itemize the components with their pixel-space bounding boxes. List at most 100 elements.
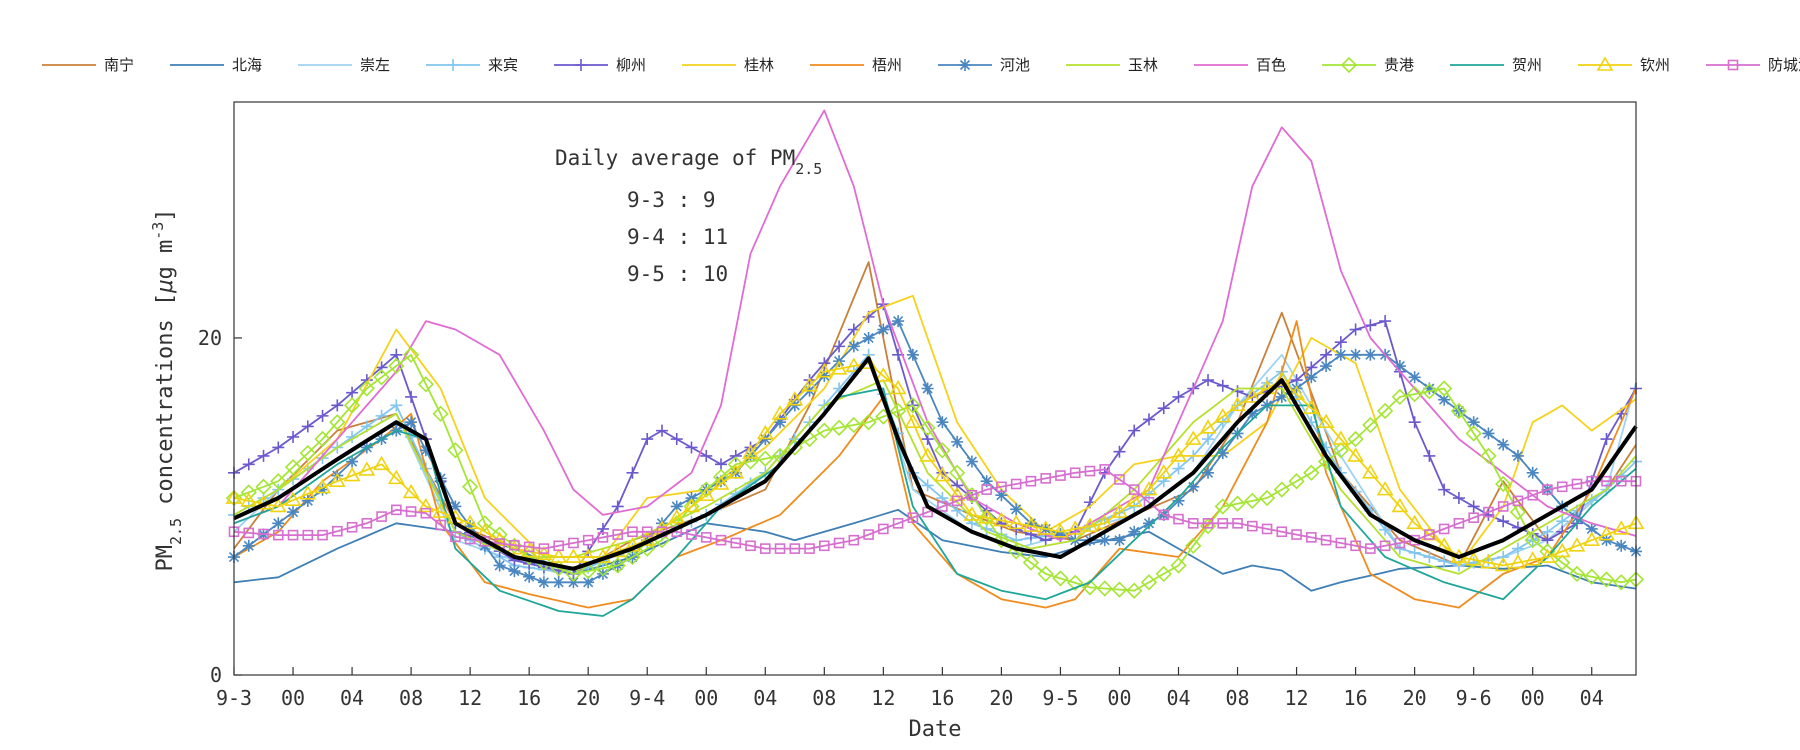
data-point-7-8: [346, 455, 359, 468]
data-point-7-13: [419, 444, 432, 457]
legend-label-3: 来宾: [488, 56, 518, 74]
data-point-4-7: [331, 399, 344, 412]
data-point-3-10: [375, 409, 388, 422]
data-point-12-46: [904, 413, 922, 429]
data-point-13-19: [509, 539, 520, 551]
data-point-10-62: [1140, 574, 1158, 591]
data-point-12-79: [1391, 497, 1409, 513]
legend-label-6: 梧州: [872, 56, 902, 74]
chart-legend: 南宁 北海 崇左 来宾 柳州 桂林 梧州 河池 玉林 百色 贵港 贺州 钦州 防城港: [42, 56, 1800, 74]
data-point-12-41: [830, 360, 848, 375]
data-point-12-71: [1273, 371, 1291, 386]
data-point-7-77: [1364, 348, 1377, 361]
data-point-10-69: [1244, 492, 1261, 509]
data-point-12-60: [1111, 503, 1128, 518]
data-point-12-6: [314, 478, 331, 494]
data-point-12-4: [284, 491, 302, 506]
data-point-12-87: [1509, 554, 1527, 569]
data-point-12-84: [1465, 551, 1483, 566]
data-point-12-52: [993, 511, 1010, 527]
data-point-13-76: [1350, 540, 1361, 552]
data-point-12-20: [520, 542, 538, 558]
data-point-12-12: [402, 483, 420, 499]
data-point-10-80: [1406, 385, 1423, 403]
series-line-5: [233, 294, 1637, 567]
data-point-3-78: [1379, 523, 1392, 536]
legend-item-1: 北海: [170, 56, 262, 74]
data-point-4-55: [1039, 534, 1052, 547]
data-point-13-89: [1542, 484, 1553, 495]
data-point-7-46: [906, 348, 919, 361]
data-point-7-16: [464, 520, 477, 533]
legend-label-12: 钦州: [1640, 56, 1670, 74]
legend-item-6: 梧州: [810, 56, 902, 74]
data-point-4-83: [1452, 492, 1465, 505]
data-point-13-58: [1084, 465, 1096, 477]
data-point-12-91: [1568, 537, 1586, 552]
data-point-7-74: [1320, 360, 1333, 373]
data-point-13-8: [346, 521, 358, 533]
data-point-13-24: [582, 534, 594, 546]
data-point-12-39: [801, 377, 818, 392]
legend-label-13: 防城港: [1768, 56, 1800, 74]
data-point-3-79: [1393, 542, 1406, 555]
data-point-12-92: [1583, 531, 1601, 546]
legend-label-9: 百色: [1256, 56, 1286, 74]
data-point-7-87: [1511, 449, 1524, 462]
data-point-7-45: [892, 315, 905, 328]
data-point-10-64: [1170, 557, 1187, 574]
data-point-13-60: [1114, 474, 1125, 485]
data-point-7-69: [1246, 407, 1259, 420]
x-axis-label: Date: [909, 717, 962, 742]
data-point-7-15: [449, 500, 462, 513]
data-point-13-61: [1128, 484, 1140, 495]
data-point-4-34: [729, 449, 742, 462]
data-point-12-89: [1539, 548, 1556, 563]
data-point-12-40: [815, 363, 833, 378]
data-point-12-88: [1524, 551, 1542, 566]
data-point-10-79: [1391, 388, 1409, 406]
data-point-10-36: [757, 450, 774, 467]
data-point-12-51: [978, 509, 996, 524]
data-point-7-24: [582, 576, 595, 589]
data-point-13-15: [450, 531, 461, 543]
x-tick-label-22: 00: [1521, 686, 1545, 710]
data-point-13-13: [420, 507, 432, 519]
data-point-10-48: [934, 442, 951, 459]
data-point-legend-13: [1727, 59, 1739, 71]
data-point-13-44: [878, 523, 889, 535]
data-point-4-33: [715, 458, 728, 471]
x-tick-label-5: 16: [517, 686, 541, 710]
data-point-10-55: [1037, 565, 1054, 583]
data-point-12-7: [328, 472, 346, 487]
data-point-7-67: [1216, 447, 1229, 460]
data-point-10-5: [299, 444, 316, 462]
data-point-13-12: [405, 506, 417, 517]
data-point-10-56: [1052, 570, 1069, 587]
data-point-10-87: [1509, 503, 1527, 521]
data-point-10-26: [609, 557, 626, 574]
data-point-13-10: [376, 511, 387, 522]
series-9: [233, 109, 1637, 542]
data-point-7-6: [316, 483, 329, 496]
data-point-4-60: [1113, 445, 1126, 458]
data-point-13-69: [1246, 520, 1258, 532]
data-point-12-33: [712, 475, 730, 490]
data-point-7-33: [715, 475, 728, 488]
data-point-7-47: [921, 382, 934, 395]
data-point-10-28: [639, 540, 656, 557]
data-point-13-87: [1512, 495, 1524, 507]
data-point-13-26: [612, 529, 624, 540]
data-point-4-52: [995, 517, 1008, 530]
data-point-10-92: [1583, 568, 1600, 585]
data-point-7-21: [537, 576, 550, 589]
data-point-4-32: [700, 449, 713, 462]
data-point-10-81: [1421, 383, 1438, 400]
x-tick-label-8: 00: [694, 686, 718, 710]
data-point-10-24: [580, 562, 597, 580]
data-point-13-51: [981, 484, 992, 495]
data-point-3-80: [1408, 546, 1421, 559]
data-point-12-22: [550, 548, 568, 563]
data-point-10-3: [270, 473, 287, 490]
data-point-13-65: [1187, 518, 1199, 529]
